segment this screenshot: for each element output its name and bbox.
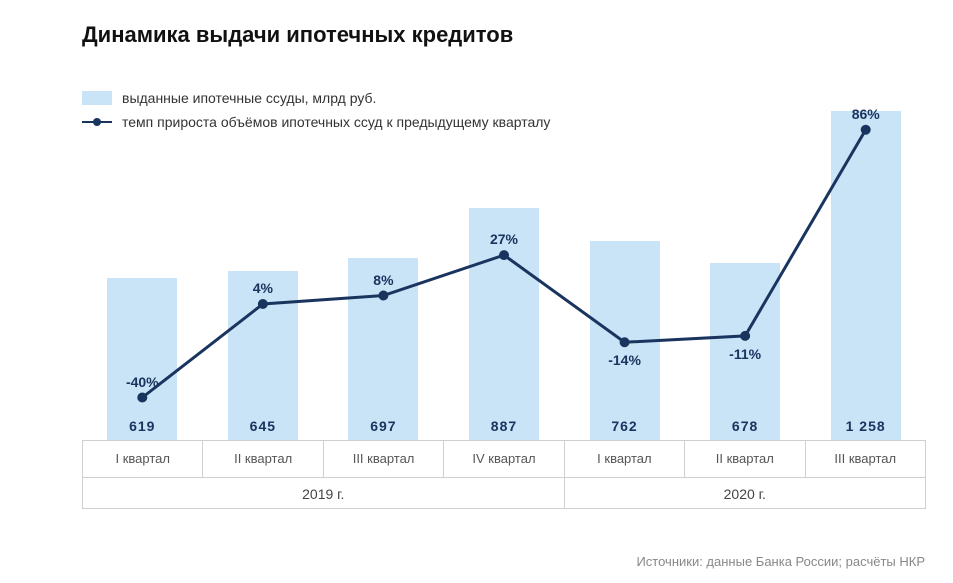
bar-value-label: 645 [250, 418, 276, 434]
sources-note: Источники: данные Банка России; расчёты … [636, 554, 925, 569]
quarter-label: III квартал [805, 441, 926, 477]
bar-value-label: 678 [732, 418, 758, 434]
quarter-row: I кварталII кварталIII кварталIV квартал… [82, 441, 926, 477]
year-label: 2019 г. [82, 478, 564, 508]
quarter-label: I квартал [564, 441, 684, 477]
bar [831, 111, 901, 440]
bar-value-label: 762 [611, 418, 637, 434]
line-value-label: 27% [490, 231, 518, 247]
bars-container: 619 645 697 887 762 678 1 258 [82, 100, 926, 440]
bar-value-label: 887 [491, 418, 517, 434]
line-value-label: -14% [608, 352, 641, 368]
bar-value-label: 1 258 [846, 418, 886, 434]
quarter-label: I квартал [82, 441, 202, 477]
quarter-label: II квартал [684, 441, 804, 477]
plot: 619 645 697 887 762 678 1 258 -40% 4% 8% 27% -14% -… [82, 100, 926, 440]
quarter-label: II квартал [202, 441, 322, 477]
bar [590, 241, 660, 440]
bar-value-label: 697 [370, 418, 396, 434]
line-value-label: 86% [852, 106, 880, 122]
quarter-label: IV квартал [443, 441, 563, 477]
bar-column: 619 [82, 278, 203, 440]
year-row: 2019 г.2020 г. [82, 477, 926, 509]
bar-column: 1 258 [805, 111, 926, 440]
bar-value-label: 619 [129, 418, 155, 434]
year-label: 2020 г. [564, 478, 926, 508]
bar [107, 278, 177, 440]
x-axis: I кварталII кварталIII кварталIV квартал… [82, 440, 926, 509]
quarter-label: III квартал [323, 441, 443, 477]
line-value-label: 8% [373, 272, 393, 288]
line-value-label: -40% [126, 374, 159, 390]
chart-area: 619 645 697 887 762 678 1 258 -40% 4% 8% 27% -14% -… [82, 100, 926, 500]
line-value-label: 4% [253, 280, 273, 296]
chart-title: Динамика выдачи ипотечных кредитов [82, 22, 513, 48]
bar [228, 271, 298, 440]
bar-column: 762 [564, 241, 685, 440]
line-value-label: -11% [729, 346, 761, 362]
bar-column: 645 [203, 271, 324, 440]
